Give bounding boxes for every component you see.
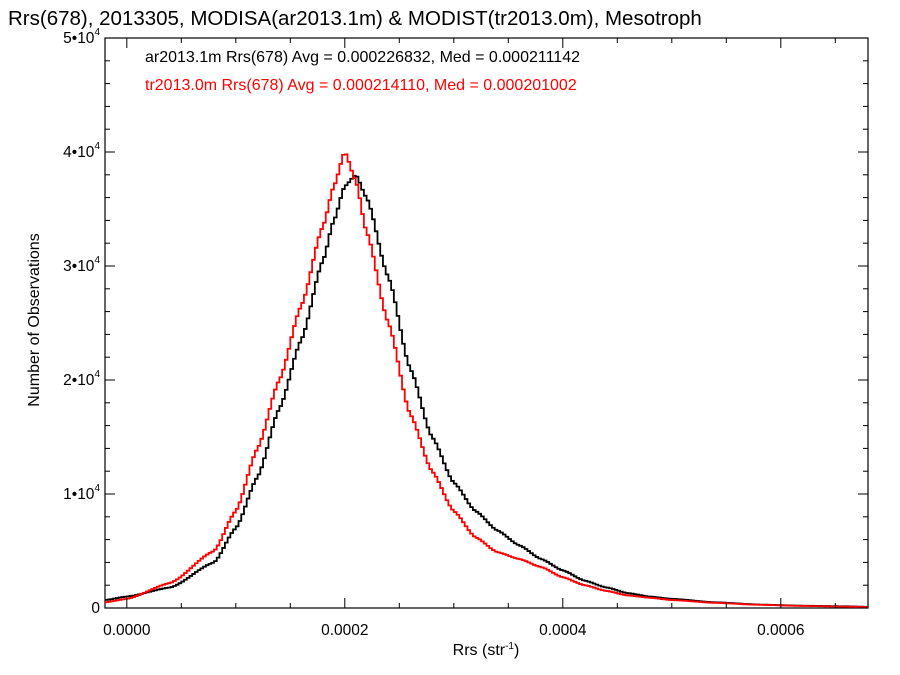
y-tick-label-exp: 4	[94, 483, 100, 494]
chart-title: Rrs(678), 2013305, MODISA(ar2013.1m) & M…	[8, 7, 702, 30]
y-tick-label-exp: 4	[94, 141, 100, 152]
x-axis-label-main: Rrs (str	[453, 642, 506, 659]
legend-entry-1: ar2013.1m Rrs(678) Avg = 0.000226832, Me…	[145, 49, 580, 66]
histogram-series-2	[105, 153, 868, 608]
x-tick-label: 0.0000	[103, 622, 151, 639]
y-tick-label: 2•104	[63, 369, 100, 389]
x-tick-label: 0.0002	[321, 622, 368, 639]
x-axis-label: Rrs (str-1)	[453, 641, 520, 659]
y-axis-label: Number of Observations	[26, 233, 43, 406]
legend: ar2013.1m Rrs(678) Avg = 0.000226832, Me…	[145, 49, 580, 94]
y-tick-label-base: 5•10	[63, 30, 95, 47]
y-tick-label: 4•104	[63, 141, 100, 161]
y-tick-label: 3•104	[63, 255, 100, 275]
x-tick-label: 0.0006	[757, 622, 804, 639]
y-tick-label-base: 0	[91, 600, 100, 617]
y-tick-label: 0	[91, 600, 100, 617]
y-tick-label: 5•104	[63, 27, 100, 47]
y-tick-label-exp: 4	[94, 27, 100, 38]
y-tick-label: 1•104	[63, 483, 100, 503]
plot-frame	[104, 37, 869, 609]
x-axis-ticks: 0.0000 0.0002 0.0004 0.0006	[103, 38, 836, 639]
y-tick-label-base: 2•10	[63, 372, 95, 389]
y-tick-label-base: 1•10	[63, 486, 95, 503]
x-axis-label-exp: -1	[505, 641, 514, 652]
series-layer	[105, 153, 868, 608]
y-tick-label-base: 4•10	[63, 144, 95, 161]
x-axis-label-close: )	[514, 642, 519, 659]
legend-entry-2: tr2013.0m Rrs(678) Avg = 0.000214110, Me…	[145, 77, 577, 94]
y-tick-label-exp: 4	[94, 255, 100, 266]
y-tick-label-base: 3•10	[63, 258, 95, 275]
y-tick-label-exp: 4	[94, 369, 100, 380]
x-tick-label: 0.0004	[539, 622, 587, 639]
